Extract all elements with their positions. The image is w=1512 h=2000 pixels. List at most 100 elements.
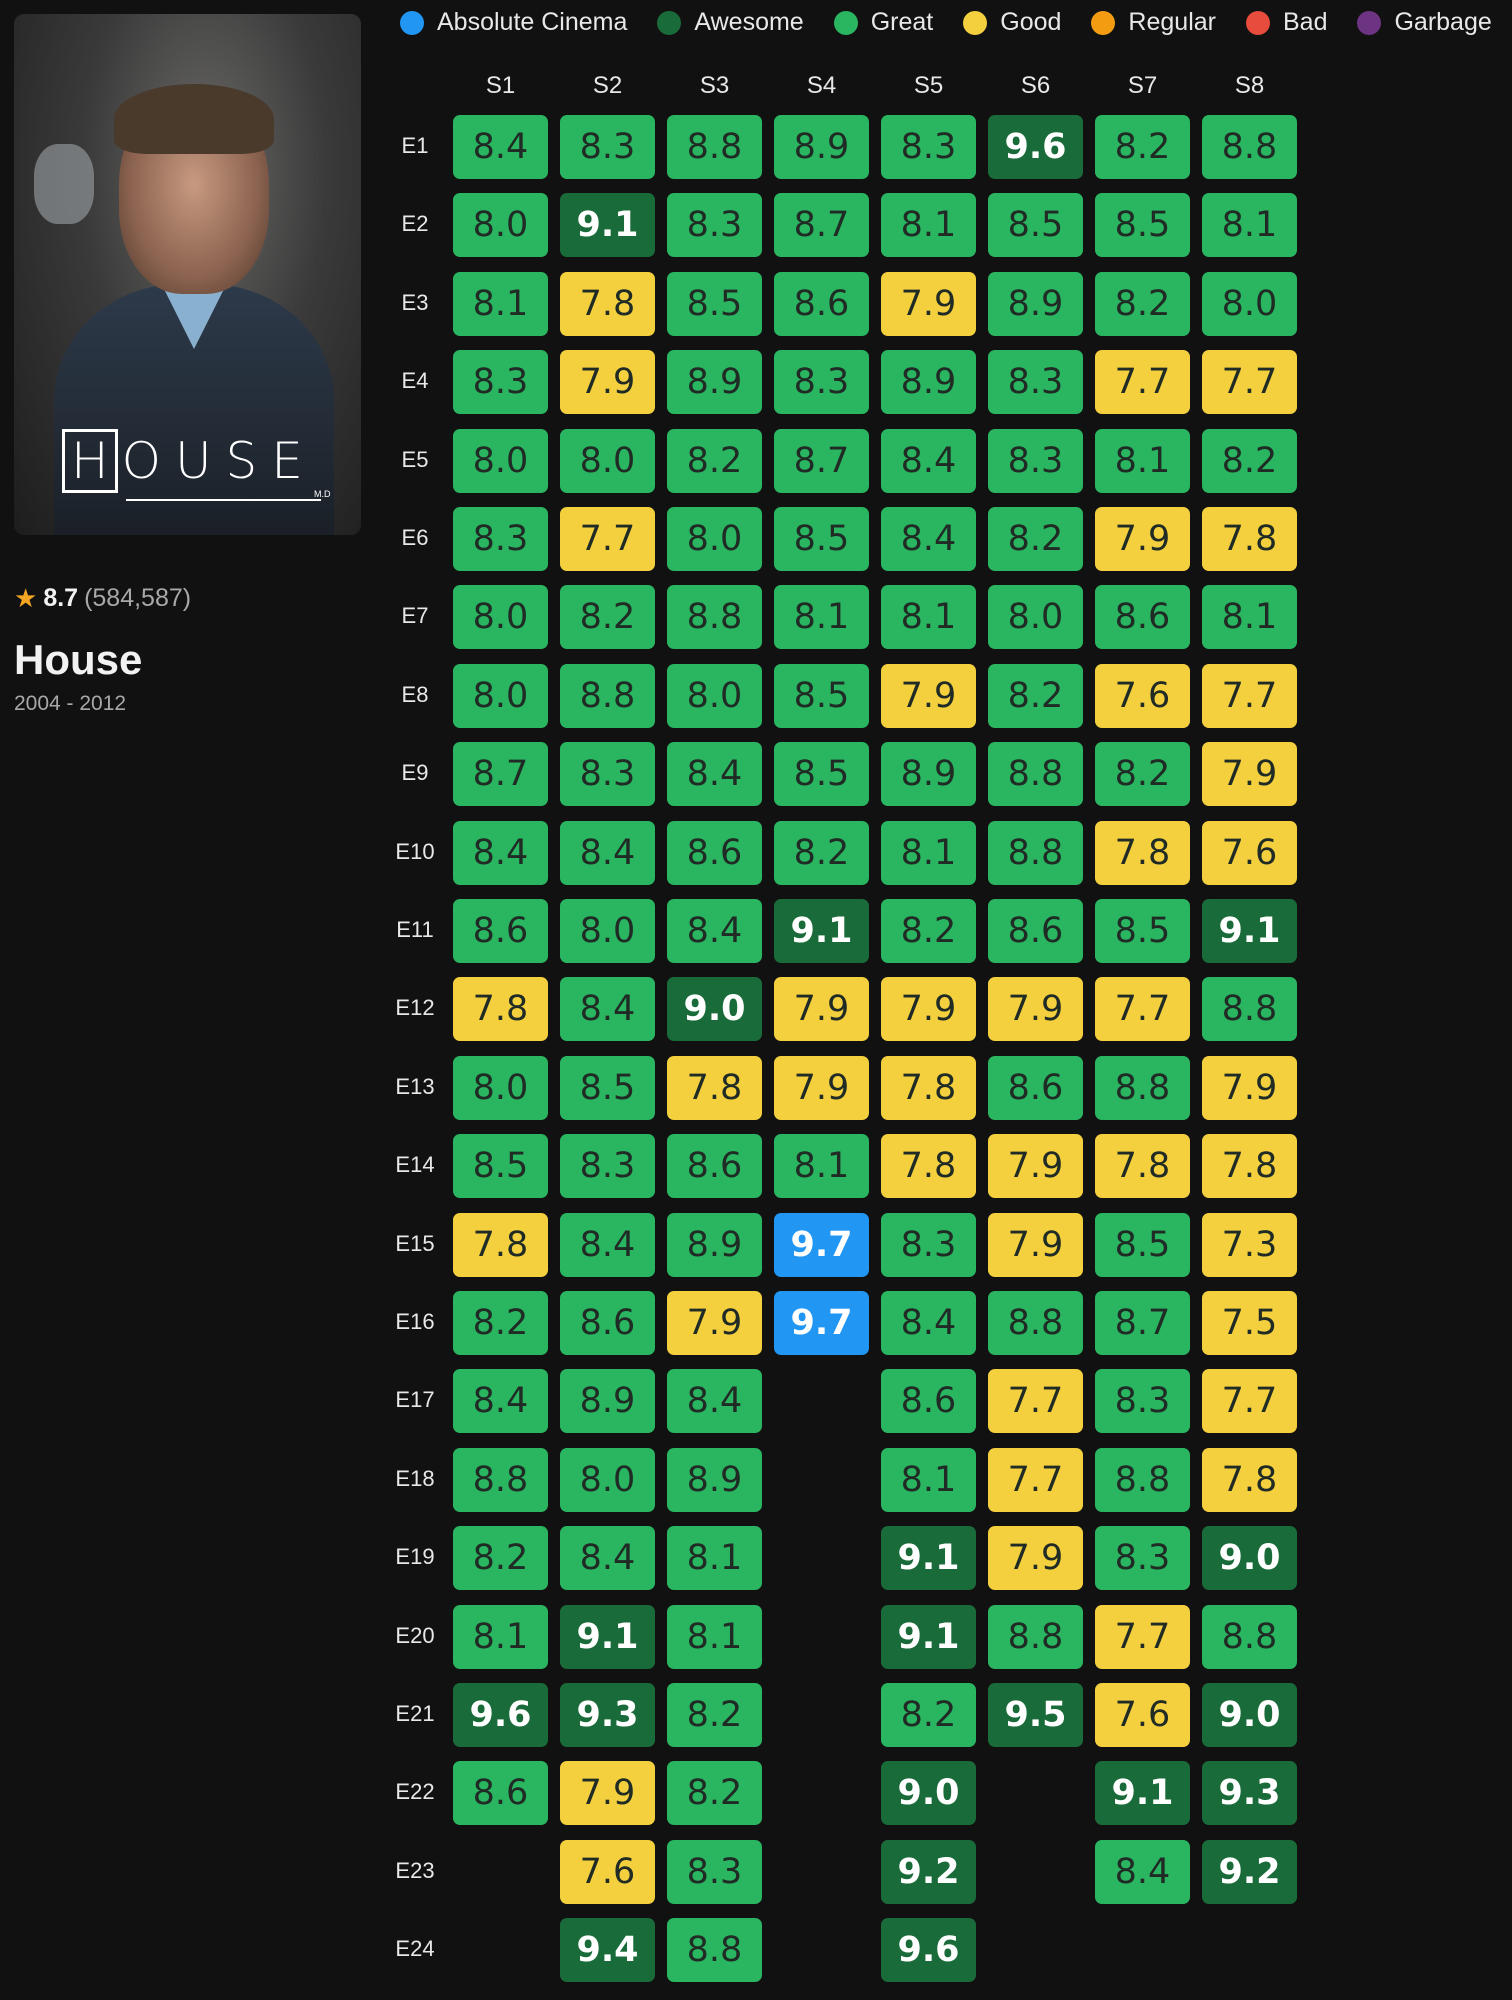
rating-cell-s6-e19[interactable]: 7.9 [988, 1526, 1083, 1591]
rating-cell-s3-e16[interactable]: 7.9 [667, 1291, 762, 1355]
rating-cell-s5-e2[interactable]: 8.1 [881, 193, 976, 258]
rating-cell-s6-e9[interactable]: 8.8 [988, 742, 1083, 807]
rating-cell-s7-e18[interactable]: 8.8 [1095, 1447, 1190, 1512]
rating-cell-s8-e19[interactable]: 9.0 [1202, 1526, 1297, 1591]
rating-cell-s6-e2[interactable]: 8.5 [988, 193, 1083, 258]
rating-cell-s7-e6[interactable]: 7.9 [1095, 507, 1190, 571]
rating-cell-s7-e22[interactable]: 9.1 [1095, 1761, 1190, 1826]
rating-cell-s4-e9[interactable]: 8.5 [774, 742, 869, 807]
rating-cell-s1-e2[interactable]: 8.0 [453, 193, 548, 258]
rating-cell-s2-e19[interactable]: 8.4 [560, 1526, 655, 1591]
rating-cell-s6-e6[interactable]: 8.2 [988, 507, 1083, 571]
rating-cell-s5-e6[interactable]: 8.4 [881, 507, 976, 571]
rating-cell-s8-e5[interactable]: 8.2 [1202, 428, 1297, 493]
rating-cell-s6-e4[interactable]: 8.3 [988, 350, 1083, 415]
rating-cell-s6-e21[interactable]: 9.5 [988, 1683, 1083, 1747]
rating-cell-s7-e19[interactable]: 8.3 [1095, 1526, 1190, 1591]
rating-cell-s1-e4[interactable]: 8.3 [453, 350, 548, 415]
rating-cell-s3-e20[interactable]: 8.1 [667, 1604, 762, 1669]
rating-cell-s7-e16[interactable]: 8.7 [1095, 1291, 1190, 1355]
rating-cell-s2-e2[interactable]: 9.1 [560, 193, 655, 258]
rating-cell-s3-e22[interactable]: 8.2 [667, 1761, 762, 1826]
rating-cell-s7-e20[interactable]: 7.7 [1095, 1604, 1190, 1669]
rating-cell-s3-e15[interactable]: 8.9 [667, 1212, 762, 1277]
rating-cell-s2-e15[interactable]: 8.4 [560, 1212, 655, 1277]
rating-cell-s3-e5[interactable]: 8.2 [667, 428, 762, 493]
rating-cell-s3-e10[interactable]: 8.6 [667, 820, 762, 885]
rating-cell-s7-e4[interactable]: 7.7 [1095, 350, 1190, 415]
rating-cell-s4-e8[interactable]: 8.5 [774, 663, 869, 728]
rating-cell-s7-e5[interactable]: 8.1 [1095, 428, 1190, 493]
rating-cell-s6-e10[interactable]: 8.8 [988, 820, 1083, 885]
rating-cell-s5-e4[interactable]: 8.9 [881, 350, 976, 415]
rating-cell-s2-e20[interactable]: 9.1 [560, 1604, 655, 1669]
rating-cell-s4-e6[interactable]: 8.5 [774, 507, 869, 571]
rating-cell-s5-e3[interactable]: 7.9 [881, 271, 976, 336]
rating-cell-s7-e7[interactable]: 8.6 [1095, 585, 1190, 650]
rating-cell-s8-e14[interactable]: 7.8 [1202, 1134, 1297, 1199]
rating-cell-s4-e3[interactable]: 8.6 [774, 271, 869, 336]
rating-cell-s6-e3[interactable]: 8.9 [988, 271, 1083, 336]
rating-cell-s1-e15[interactable]: 7.8 [453, 1212, 548, 1277]
rating-cell-s7-e3[interactable]: 8.2 [1095, 271, 1190, 336]
rating-cell-s2-e23[interactable]: 7.6 [560, 1839, 655, 1904]
rating-cell-s3-e17[interactable]: 8.4 [667, 1369, 762, 1434]
rating-cell-s8-e2[interactable]: 8.1 [1202, 193, 1297, 258]
rating-cell-s4-e7[interactable]: 8.1 [774, 585, 869, 650]
rating-cell-s3-e4[interactable]: 8.9 [667, 350, 762, 415]
rating-cell-s6-e15[interactable]: 7.9 [988, 1212, 1083, 1277]
rating-cell-s1-e8[interactable]: 8.0 [453, 663, 548, 728]
rating-cell-s2-e9[interactable]: 8.3 [560, 742, 655, 807]
rating-cell-s7-e12[interactable]: 7.7 [1095, 977, 1190, 1042]
rating-cell-s2-e8[interactable]: 8.8 [560, 663, 655, 728]
rating-cell-s8-e21[interactable]: 9.0 [1202, 1683, 1297, 1747]
rating-cell-s3-e24[interactable]: 8.8 [667, 1918, 762, 1983]
rating-cell-s7-e11[interactable]: 8.5 [1095, 899, 1190, 963]
rating-cell-s2-e7[interactable]: 8.2 [560, 585, 655, 650]
rating-cell-s5-e11[interactable]: 8.2 [881, 899, 976, 963]
rating-cell-s8-e6[interactable]: 7.8 [1202, 507, 1297, 571]
rating-cell-s8-e9[interactable]: 7.9 [1202, 742, 1297, 807]
rating-cell-s6-e11[interactable]: 8.6 [988, 899, 1083, 963]
rating-cell-s5-e12[interactable]: 7.9 [881, 977, 976, 1042]
rating-cell-s8-e4[interactable]: 7.7 [1202, 350, 1297, 415]
rating-cell-s5-e1[interactable]: 8.3 [881, 115, 976, 179]
rating-cell-s7-e1[interactable]: 8.2 [1095, 115, 1190, 179]
rating-cell-s3-e14[interactable]: 8.6 [667, 1134, 762, 1199]
rating-cell-s1-e10[interactable]: 8.4 [453, 820, 548, 885]
rating-cell-s3-e23[interactable]: 8.3 [667, 1839, 762, 1904]
rating-cell-s8-e1[interactable]: 8.8 [1202, 115, 1297, 179]
rating-cell-s4-e4[interactable]: 8.3 [774, 350, 869, 415]
rating-cell-s6-e13[interactable]: 8.6 [988, 1055, 1083, 1120]
rating-cell-s1-e18[interactable]: 8.8 [453, 1447, 548, 1512]
rating-cell-s1-e21[interactable]: 9.6 [453, 1683, 548, 1747]
rating-cell-s3-e11[interactable]: 8.4 [667, 899, 762, 963]
rating-cell-s1-e13[interactable]: 8.0 [453, 1055, 548, 1120]
rating-cell-s6-e14[interactable]: 7.9 [988, 1134, 1083, 1199]
rating-cell-s2-e4[interactable]: 7.9 [560, 350, 655, 415]
rating-cell-s5-e24[interactable]: 9.6 [881, 1918, 976, 1983]
rating-cell-s1-e3[interactable]: 8.1 [453, 271, 548, 336]
rating-cell-s5-e17[interactable]: 8.6 [881, 1369, 976, 1434]
rating-cell-s1-e19[interactable]: 8.2 [453, 1526, 548, 1591]
rating-cell-s5-e21[interactable]: 8.2 [881, 1683, 976, 1747]
rating-cell-s7-e23[interactable]: 8.4 [1095, 1839, 1190, 1904]
rating-cell-s3-e12[interactable]: 9.0 [667, 977, 762, 1042]
rating-cell-s4-e16[interactable]: 9.7 [774, 1291, 869, 1355]
rating-cell-s7-e13[interactable]: 8.8 [1095, 1055, 1190, 1120]
rating-cell-s4-e5[interactable]: 8.7 [774, 428, 869, 493]
rating-cell-s4-e1[interactable]: 8.9 [774, 115, 869, 179]
rating-cell-s5-e15[interactable]: 8.3 [881, 1212, 976, 1277]
rating-cell-s5-e9[interactable]: 8.9 [881, 742, 976, 807]
rating-cell-s1-e17[interactable]: 8.4 [453, 1369, 548, 1434]
rating-cell-s4-e15[interactable]: 9.7 [774, 1212, 869, 1277]
rating-cell-s6-e18[interactable]: 7.7 [988, 1447, 1083, 1512]
rating-cell-s7-e17[interactable]: 8.3 [1095, 1369, 1190, 1434]
rating-cell-s2-e21[interactable]: 9.3 [560, 1683, 655, 1747]
rating-cell-s8-e22[interactable]: 9.3 [1202, 1761, 1297, 1826]
rating-cell-s1-e6[interactable]: 8.3 [453, 507, 548, 571]
rating-cell-s8-e13[interactable]: 7.9 [1202, 1055, 1297, 1120]
rating-cell-s4-e13[interactable]: 7.9 [774, 1055, 869, 1120]
rating-cell-s3-e18[interactable]: 8.9 [667, 1447, 762, 1512]
rating-cell-s8-e8[interactable]: 7.7 [1202, 663, 1297, 728]
